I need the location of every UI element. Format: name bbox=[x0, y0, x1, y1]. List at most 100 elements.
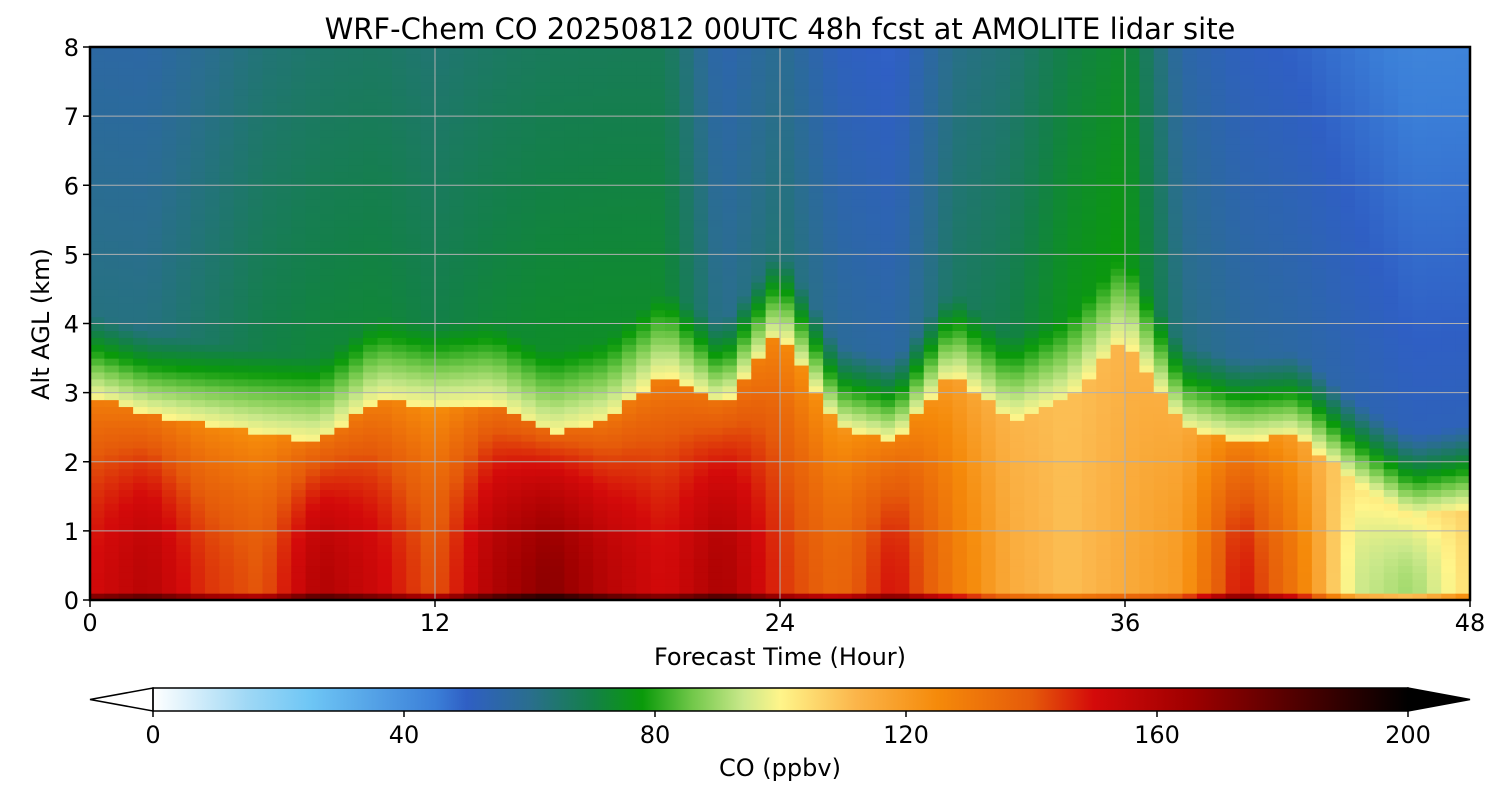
heatmap-cell bbox=[751, 67, 767, 76]
heatmap-cell bbox=[90, 530, 105, 539]
heatmap-cell bbox=[291, 364, 307, 373]
heatmap-cell bbox=[435, 399, 450, 408]
heatmap-cell bbox=[708, 537, 724, 546]
heatmap-cell bbox=[765, 275, 781, 283]
heatmap-cell bbox=[262, 247, 278, 255]
heatmap-cell bbox=[794, 385, 810, 394]
heatmap-cell bbox=[823, 351, 839, 359]
heatmap-cell bbox=[492, 288, 508, 297]
heatmap-cell bbox=[363, 385, 379, 394]
heatmap-cell bbox=[276, 558, 292, 567]
heatmap-cell bbox=[621, 143, 637, 152]
heatmap-cell bbox=[176, 482, 192, 490]
heatmap-cell bbox=[621, 302, 637, 311]
heatmap-cell bbox=[90, 517, 105, 525]
heatmap-cell bbox=[190, 88, 206, 96]
heatmap-cell bbox=[219, 530, 235, 539]
heatmap-cell bbox=[406, 81, 422, 90]
heatmap-cell bbox=[276, 123, 292, 131]
heatmap-cell bbox=[406, 537, 422, 546]
heatmap-cell bbox=[348, 371, 364, 380]
heatmap-cell bbox=[736, 413, 752, 421]
heatmap-cell bbox=[708, 233, 724, 242]
heatmap-cell bbox=[636, 586, 652, 594]
heatmap-cell bbox=[262, 109, 278, 117]
heatmap-cell bbox=[205, 572, 220, 580]
heatmap-cell bbox=[593, 434, 609, 442]
heatmap-cell bbox=[636, 261, 652, 269]
heatmap-cell bbox=[578, 337, 594, 345]
heatmap-cell bbox=[607, 358, 623, 366]
heatmap-cell bbox=[291, 530, 307, 539]
heatmap-cell bbox=[406, 454, 422, 463]
heatmap-cell bbox=[880, 282, 896, 290]
heatmap-cell bbox=[693, 219, 709, 228]
heatmap-cell bbox=[679, 109, 695, 117]
heatmap-cell bbox=[276, 517, 292, 525]
heatmap-cell bbox=[291, 143, 307, 152]
heatmap-cell bbox=[665, 496, 680, 504]
heatmap-cell bbox=[578, 523, 594, 532]
heatmap-cell bbox=[650, 226, 666, 235]
heatmap-cell bbox=[363, 392, 379, 401]
heatmap-cell bbox=[492, 247, 508, 255]
heatmap-cell bbox=[176, 447, 192, 456]
heatmap-cell bbox=[506, 565, 522, 573]
heatmap-cell bbox=[391, 254, 407, 262]
heatmap-cell bbox=[636, 558, 652, 567]
heatmap-cell bbox=[895, 413, 910, 421]
heatmap-cell bbox=[161, 364, 177, 373]
heatmap-cell bbox=[535, 178, 551, 186]
heatmap-cell bbox=[780, 95, 795, 103]
heatmap-cell bbox=[866, 164, 882, 173]
heatmap-cell bbox=[794, 344, 810, 352]
heatmap-cell bbox=[133, 510, 149, 518]
heatmap-cell bbox=[966, 150, 982, 159]
heatmap-cell bbox=[276, 503, 292, 511]
heatmap-cell bbox=[923, 358, 939, 366]
heatmap-cell bbox=[751, 337, 767, 345]
heatmap-cell bbox=[90, 185, 105, 193]
heatmap-cell bbox=[751, 316, 767, 325]
heatmap-cell bbox=[161, 309, 177, 318]
heatmap-cell bbox=[966, 496, 982, 504]
heatmap-cell bbox=[219, 157, 235, 166]
heatmap-cell bbox=[693, 434, 709, 442]
heatmap-cell bbox=[621, 268, 637, 276]
heatmap-cell bbox=[895, 558, 910, 567]
heatmap-cell bbox=[420, 282, 436, 290]
heatmap-cell bbox=[291, 344, 307, 352]
heatmap-cell bbox=[420, 517, 436, 525]
heatmap-cell bbox=[449, 427, 465, 435]
heatmap-cell bbox=[808, 185, 824, 193]
heatmap-cell bbox=[147, 316, 163, 325]
heatmap-cell bbox=[765, 593, 781, 601]
heatmap-cell bbox=[866, 109, 882, 117]
heatmap-cell bbox=[564, 427, 580, 435]
heatmap-cell bbox=[564, 593, 580, 601]
heatmap-cell bbox=[780, 413, 795, 421]
heatmap-cell bbox=[736, 164, 752, 173]
heatmap-cell bbox=[578, 482, 594, 490]
heatmap-cell bbox=[780, 47, 795, 55]
heatmap-cell bbox=[190, 364, 206, 373]
heatmap-cell bbox=[650, 136, 666, 145]
heatmap-cell bbox=[233, 399, 249, 408]
heatmap-cell bbox=[521, 129, 537, 138]
heatmap-cell bbox=[693, 192, 709, 200]
heatmap-cell bbox=[722, 413, 738, 421]
heatmap-cell bbox=[176, 247, 192, 255]
heatmap-cell bbox=[463, 441, 479, 449]
heatmap-cell bbox=[736, 254, 752, 262]
heatmap-cell bbox=[449, 219, 465, 228]
heatmap-cell bbox=[348, 323, 364, 332]
heatmap-cell bbox=[291, 385, 307, 394]
heatmap-cell bbox=[607, 468, 623, 477]
heatmap-cell bbox=[478, 413, 494, 421]
heatmap-cell bbox=[320, 247, 335, 255]
heatmap-cell bbox=[765, 233, 781, 242]
heatmap-cell bbox=[966, 364, 982, 373]
heatmap-cell bbox=[377, 275, 393, 283]
heatmap-cell bbox=[219, 247, 235, 255]
heatmap-cell bbox=[923, 192, 939, 200]
